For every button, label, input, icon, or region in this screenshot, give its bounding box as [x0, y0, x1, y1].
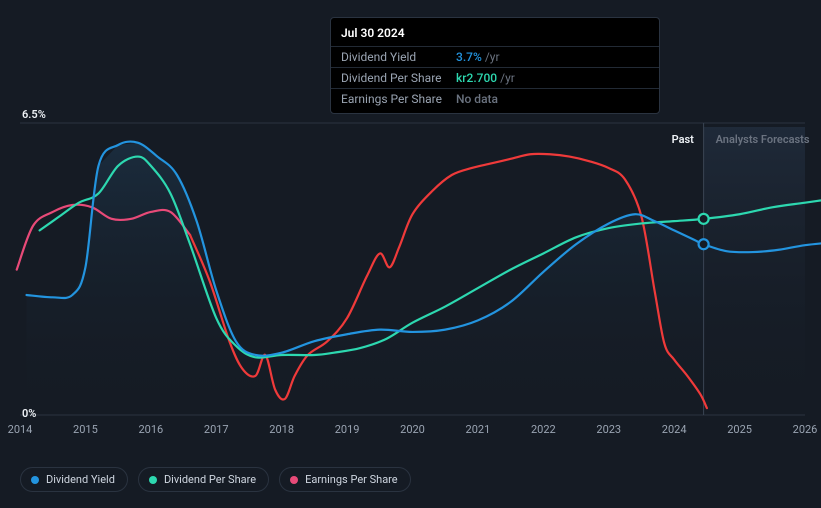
x-tick-2020: 2020	[400, 423, 425, 436]
tooltip-row-0: Dividend Yield3.7%/yr	[331, 46, 659, 67]
x-tick-2025: 2025	[727, 423, 752, 436]
tooltip-value: 3.7%	[456, 50, 482, 64]
y-axis-max: 6.5%	[22, 108, 46, 121]
past-region-label: Past	[672, 133, 694, 146]
x-tick-2026: 2026	[793, 423, 818, 436]
tooltip-row-2: Earnings Per ShareNo data	[331, 88, 659, 109]
tooltip-date: Jul 30 2024	[331, 26, 659, 46]
tooltip-row-1: Dividend Per Sharekr2.700/yr	[331, 67, 659, 88]
legend-label: Dividend Yield	[46, 473, 115, 486]
legend-item-1[interactable]: Dividend Per Share	[138, 467, 269, 492]
legend-dot-icon	[31, 476, 39, 484]
tooltip-label: Dividend Per Share	[341, 71, 456, 85]
y-axis-min: 0%	[22, 407, 36, 420]
x-tick-2022: 2022	[531, 423, 556, 436]
tooltip-unit: /yr	[500, 71, 515, 85]
legend-item-2[interactable]: Earnings Per Share	[279, 467, 411, 492]
legend: Dividend Yield Dividend Per Share Earnings…	[20, 467, 411, 492]
legend-label: Earnings Per Share	[305, 473, 398, 486]
x-tick-2015: 2015	[73, 423, 98, 436]
x-tick-2024: 2024	[662, 423, 687, 436]
dividend-chart: 6.5% 0% 2014 2015 2016 2017 2018 2019 2020 2021…	[0, 0, 821, 508]
x-tick-2016: 2016	[138, 423, 163, 436]
legend-dot-icon	[149, 476, 157, 484]
x-tick-2019: 2019	[335, 423, 360, 436]
x-tick-2014: 2014	[8, 423, 33, 436]
tooltip-value: No data	[456, 92, 498, 106]
hover-tooltip: Jul 30 2024 Dividend Yield3.7%/yrDividen…	[330, 17, 660, 114]
tooltip-value: kr2.700	[456, 71, 497, 85]
x-tick-2021: 2021	[466, 423, 491, 436]
tooltip-unit: /yr	[485, 50, 500, 64]
legend-label: Dividend Per Share	[164, 473, 256, 486]
legend-dot-icon	[290, 476, 298, 484]
x-tick-2023: 2023	[596, 423, 621, 436]
x-tick-2018: 2018	[269, 423, 294, 436]
tooltip-label: Earnings Per Share	[341, 92, 456, 106]
x-tick-2017: 2017	[204, 423, 229, 436]
tooltip-label: Dividend Yield	[341, 50, 456, 64]
legend-item-0[interactable]: Dividend Yield	[20, 467, 128, 492]
forecast-region-label: Analysts Forecasts	[716, 133, 810, 146]
